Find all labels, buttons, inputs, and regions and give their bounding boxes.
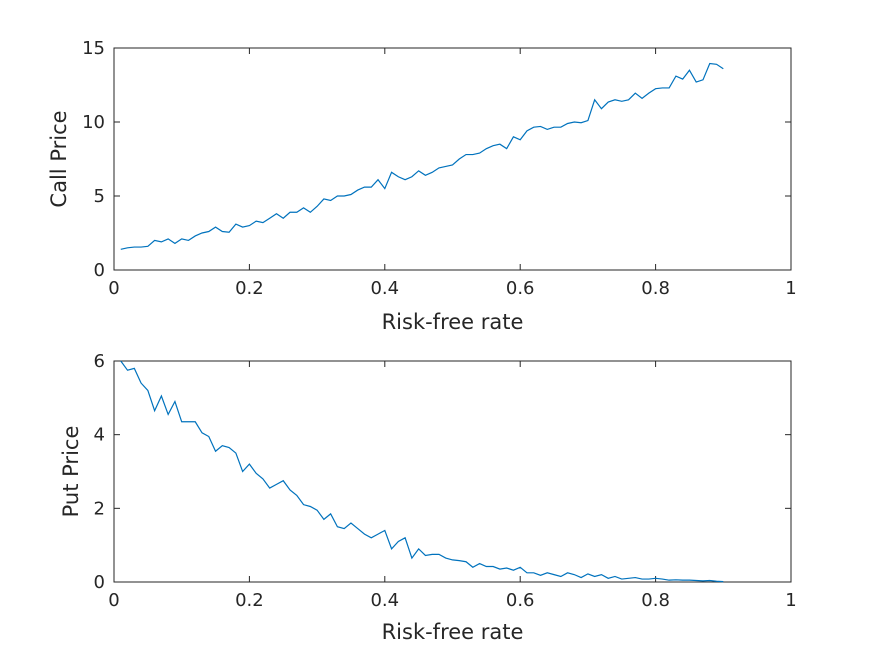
call-xtick-label: 0.4 (370, 278, 399, 299)
put-ytick-label: 2 (94, 498, 105, 519)
call-xtick-label: 0.6 (506, 278, 535, 299)
call-xtick-label: 0 (108, 278, 119, 299)
put-ytick-label: 4 (94, 425, 105, 446)
call-price-line (120, 62, 724, 250)
put-price-axes: 0 0.2 0.4 0.6 0.8 1 0 2 4 6 Risk-free rate Put Pric… (59, 351, 797, 644)
put-price-line (120, 360, 724, 583)
put-ytick-label: 6 (94, 351, 105, 372)
put-xtick-label: 1 (785, 590, 796, 611)
call-ylabel: Call Price (47, 110, 71, 207)
call-ytick-label: 0 (94, 260, 105, 281)
put-axes-box (113, 360, 792, 583)
put-xlabel: Risk-free rate (382, 620, 524, 644)
call-xtick-label: 0.8 (641, 278, 670, 299)
put-xtick-label: 0.8 (641, 590, 670, 611)
call-xtick-label: 0.2 (235, 278, 264, 299)
call-ytick-label: 15 (82, 38, 105, 59)
put-xtick-label: 0.4 (370, 590, 399, 611)
put-ylabel: Put Price (59, 426, 83, 518)
put-xtick-label: 0 (108, 590, 119, 611)
call-axes-box (113, 47, 792, 271)
call-xlabel: Risk-free rate (382, 310, 524, 334)
call-ytick-label: 10 (82, 112, 105, 133)
put-ytick-label: 0 (94, 572, 105, 593)
put-xtick-label: 0.6 (506, 590, 535, 611)
call-xtick-label: 1 (785, 278, 796, 299)
call-ytick-label: 5 (94, 186, 105, 207)
put-xtick-label: 0.2 (235, 590, 264, 611)
